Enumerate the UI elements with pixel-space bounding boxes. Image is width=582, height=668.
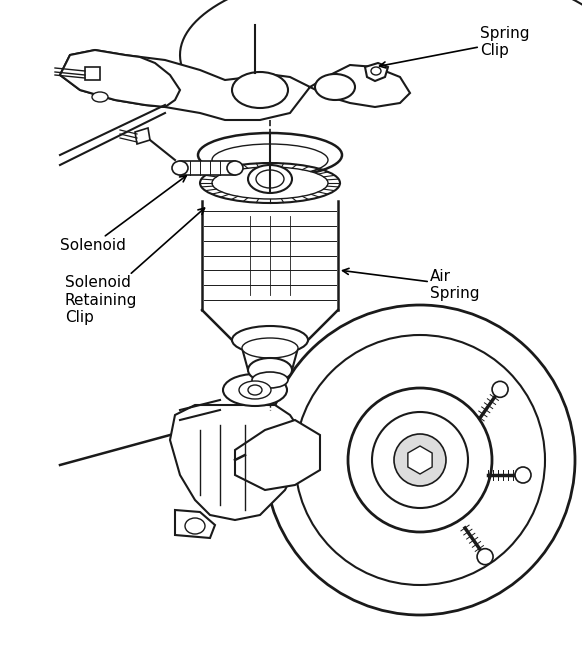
Ellipse shape	[248, 385, 262, 395]
Text: Solenoid
Retaining
Clip: Solenoid Retaining Clip	[65, 208, 204, 325]
Ellipse shape	[265, 305, 575, 615]
Ellipse shape	[372, 412, 468, 508]
Ellipse shape	[252, 372, 288, 388]
Ellipse shape	[92, 92, 108, 102]
Ellipse shape	[256, 170, 284, 188]
Text: Solenoid: Solenoid	[60, 176, 186, 253]
Ellipse shape	[295, 335, 545, 585]
Polygon shape	[60, 50, 410, 120]
Ellipse shape	[198, 133, 342, 177]
Ellipse shape	[515, 467, 531, 483]
Ellipse shape	[212, 144, 328, 176]
Polygon shape	[180, 161, 235, 175]
Text: Air
Spring: Air Spring	[343, 269, 480, 301]
Ellipse shape	[185, 518, 205, 534]
Ellipse shape	[232, 72, 288, 108]
Polygon shape	[85, 67, 100, 80]
Ellipse shape	[239, 381, 271, 399]
Polygon shape	[408, 446, 432, 474]
Ellipse shape	[232, 326, 308, 354]
Ellipse shape	[371, 67, 381, 75]
Ellipse shape	[348, 388, 492, 532]
Ellipse shape	[248, 165, 292, 193]
Ellipse shape	[242, 338, 298, 358]
Ellipse shape	[394, 434, 446, 486]
Polygon shape	[365, 63, 388, 81]
Ellipse shape	[223, 374, 287, 406]
Ellipse shape	[315, 74, 355, 100]
Polygon shape	[170, 405, 300, 520]
Ellipse shape	[227, 161, 243, 175]
Ellipse shape	[212, 167, 328, 199]
Polygon shape	[135, 128, 150, 144]
Polygon shape	[60, 50, 180, 107]
Text: Spring
Clip: Spring Clip	[379, 26, 530, 68]
Ellipse shape	[477, 548, 493, 564]
Ellipse shape	[172, 161, 188, 175]
Ellipse shape	[248, 358, 292, 382]
Polygon shape	[235, 420, 320, 490]
Polygon shape	[175, 510, 215, 538]
Ellipse shape	[492, 381, 508, 397]
